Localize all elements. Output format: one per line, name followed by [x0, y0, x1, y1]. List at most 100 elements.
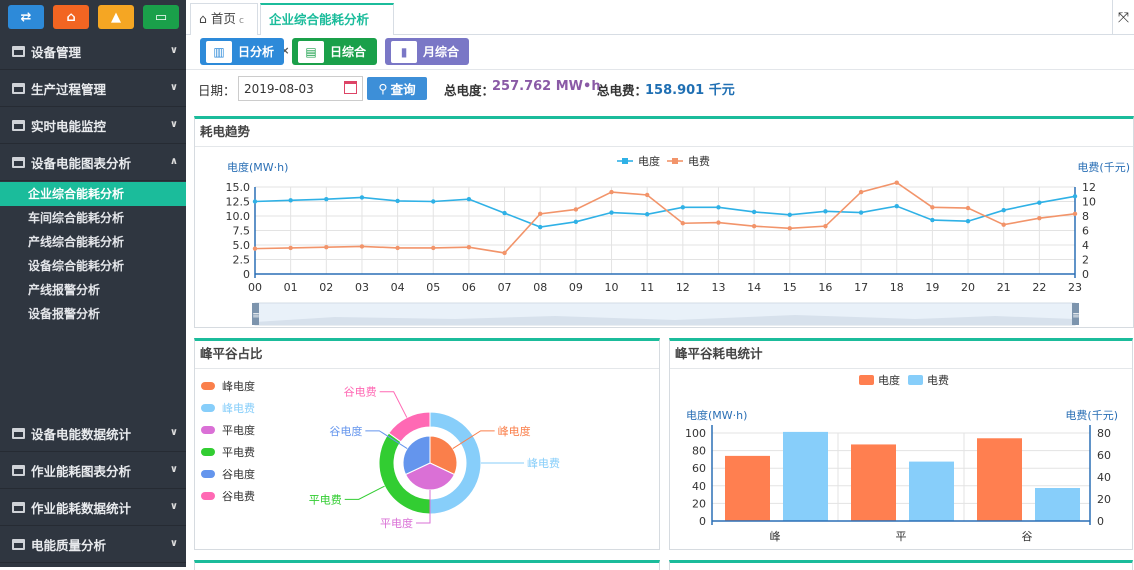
x-tick-label: 07	[498, 281, 512, 294]
query-button[interactable]: ⚲ 查询	[367, 77, 427, 100]
window-icon	[12, 156, 25, 168]
calendar-icon[interactable]	[344, 81, 357, 94]
window-icon	[12, 427, 25, 439]
y-tick-label: 60	[692, 462, 706, 475]
date-input[interactable]	[238, 76, 363, 101]
data-point	[644, 212, 650, 217]
y-right-tick-label: 6	[1082, 225, 1089, 238]
legend-marker	[622, 158, 628, 164]
view-button[interactable]: ▮ 月综合	[385, 38, 469, 65]
trend-chart: 电度(MW·h) 电费(千元)00 01 02 03 04 05 06 07 08 09 10 11 12…	[226, 154, 1130, 326]
y-tick-label: 7.5	[233, 225, 251, 238]
data-point	[858, 189, 864, 195]
legend-marker	[859, 375, 874, 385]
tab-enterprise-energy[interactable]: 企业综合能耗分析c×	[260, 3, 394, 57]
pie-slice	[388, 411, 431, 443]
area-chart-icon[interactable]: ▲	[98, 5, 134, 29]
sidebar-menu-label: 作业能耗数据统计	[31, 500, 132, 516]
chevron-icon: ∧	[169, 156, 178, 167]
data-point	[502, 250, 507, 256]
sidebar-menu-item[interactable]: 电能质量分析 ∨	[0, 526, 186, 563]
y-axis-label: 电度(MW·h)	[686, 408, 747, 422]
tab-home[interactable]: ⌂ 首页 c	[190, 3, 258, 35]
sidebar-subitem[interactable]: 设备综合能耗分析	[28, 259, 125, 273]
x-tick-label: 峰	[770, 530, 781, 543]
fullscreen-icon[interactable]: ⤧	[1112, 0, 1134, 35]
legend-label: 平电度	[222, 423, 255, 437]
sidebar-subitem[interactable]: 设备报警分析	[28, 307, 101, 321]
window-icon	[12, 464, 25, 476]
bar	[909, 461, 954, 521]
legend-label: 峰电度	[222, 379, 255, 393]
data-point	[431, 199, 436, 204]
data-point	[431, 245, 436, 251]
x-tick-label: 03	[355, 281, 369, 294]
data-zoom-handle-right	[1072, 303, 1079, 325]
total-cost-label: 总电费：	[597, 83, 648, 98]
home-icon[interactable]: ⌂	[53, 5, 89, 29]
y-tick-label: 12.5	[226, 196, 251, 209]
pie-slice	[404, 462, 456, 491]
y-tick-label: 40	[692, 480, 706, 493]
data-point	[252, 199, 258, 204]
chevron-icon: ∨	[169, 82, 178, 93]
building-icon: ▥	[206, 40, 232, 63]
x-tick-label: 06	[462, 281, 476, 294]
sidebar-subitem[interactable]: 产线综合能耗分析	[28, 235, 125, 249]
legend-label: 谷电度	[222, 467, 255, 481]
data-zoom-grip-icon: ≡	[1072, 311, 1080, 321]
chevron-icon: ∨	[169, 501, 178, 512]
x-tick-label: 21	[997, 281, 1011, 294]
sidebar-menu-item[interactable]: 作业能耗图表分析 ∨	[0, 452, 186, 489]
bar	[725, 455, 770, 521]
tab-close-icon[interactable]: ×	[280, 44, 290, 57]
data-point	[288, 245, 293, 251]
data-point	[288, 198, 293, 203]
x-tick-label: 04	[391, 281, 405, 294]
view-button[interactable]: ▥ 日分析	[200, 38, 284, 65]
legend-marker	[201, 426, 215, 434]
legend-marker	[672, 158, 678, 164]
legend-label: 电度	[878, 373, 900, 387]
stat-chart: 电度(MW·h) 电费(千元) 电度 电费 100 80 60 40 20 0 80 60 40 20 0 峰…	[685, 373, 1118, 543]
x-tick-label: 13	[711, 281, 725, 294]
x-tick-label: 20	[961, 281, 975, 294]
sidebar-subitem[interactable]: 产线报警分析	[28, 283, 101, 297]
trend-panel: 耗电趋势 电度(MW·h) 电费(千元) 00 01 02 03 04 05 06 07 08 09 1…	[194, 116, 1134, 328]
home-icon: ⌂	[199, 11, 211, 26]
data-point	[1001, 222, 1006, 227]
view-button[interactable]: ▤ 日综合	[292, 38, 377, 65]
data-point	[823, 223, 828, 229]
swap-icon[interactable]: ⇄	[8, 5, 44, 29]
data-point	[965, 205, 971, 211]
y-tick-label: 80	[692, 445, 706, 458]
main-area: ⌂ 首页c 企业综合能耗分析c× ⤧ ▥日分析 ▤日综合 ▮月综合 日期： ⚲查询 …	[186, 0, 1134, 570]
data-point	[858, 210, 864, 215]
sidebar-subitem[interactable]: 企业综合能耗分析	[0, 182, 186, 206]
data-point	[823, 209, 828, 214]
sidebar-menu-item[interactable]: 设备电能图表分析 ∧	[0, 144, 186, 181]
data-point	[680, 221, 686, 226]
sidebar-menu-item[interactable]: 设备管理 ∨	[0, 33, 186, 70]
x-tick-label: 23	[1068, 281, 1082, 294]
data-zoom-grip-icon: ≡	[252, 311, 260, 321]
filter-bar: 日期： ⚲查询 总电度： 257.762 MW•h 总电费： 158.901 千…	[186, 72, 1134, 104]
data-point	[466, 196, 472, 202]
window-icon	[12, 119, 25, 131]
window-icon	[12, 82, 25, 94]
data-point	[716, 220, 721, 225]
sidebar-menu-item[interactable]: 生产过程管理 ∨	[0, 70, 186, 107]
sidebar-menu-item[interactable]: 作业能耗数据统计 ∨	[0, 489, 186, 526]
x-tick-label: 12	[676, 281, 690, 294]
x-tick-label: 谷	[1022, 530, 1033, 543]
tab-home-refresh-icon[interactable]: c	[238, 16, 244, 26]
data-zoom-handle-left	[252, 303, 259, 325]
sidebar-menu-item[interactable]: 设备电能数据统计 ∨	[0, 415, 186, 452]
y-tick-label: 0	[243, 268, 250, 281]
bar	[783, 431, 828, 521]
sidebar-menu-item[interactable]: 实时电能监控 ∨	[0, 107, 186, 144]
data-point	[466, 244, 472, 250]
sidebar-subitem[interactable]: 车间综合能耗分析	[28, 211, 125, 225]
trend-panel-title: 耗电趋势	[195, 119, 1133, 147]
monitor-icon[interactable]: ▭	[143, 5, 179, 29]
